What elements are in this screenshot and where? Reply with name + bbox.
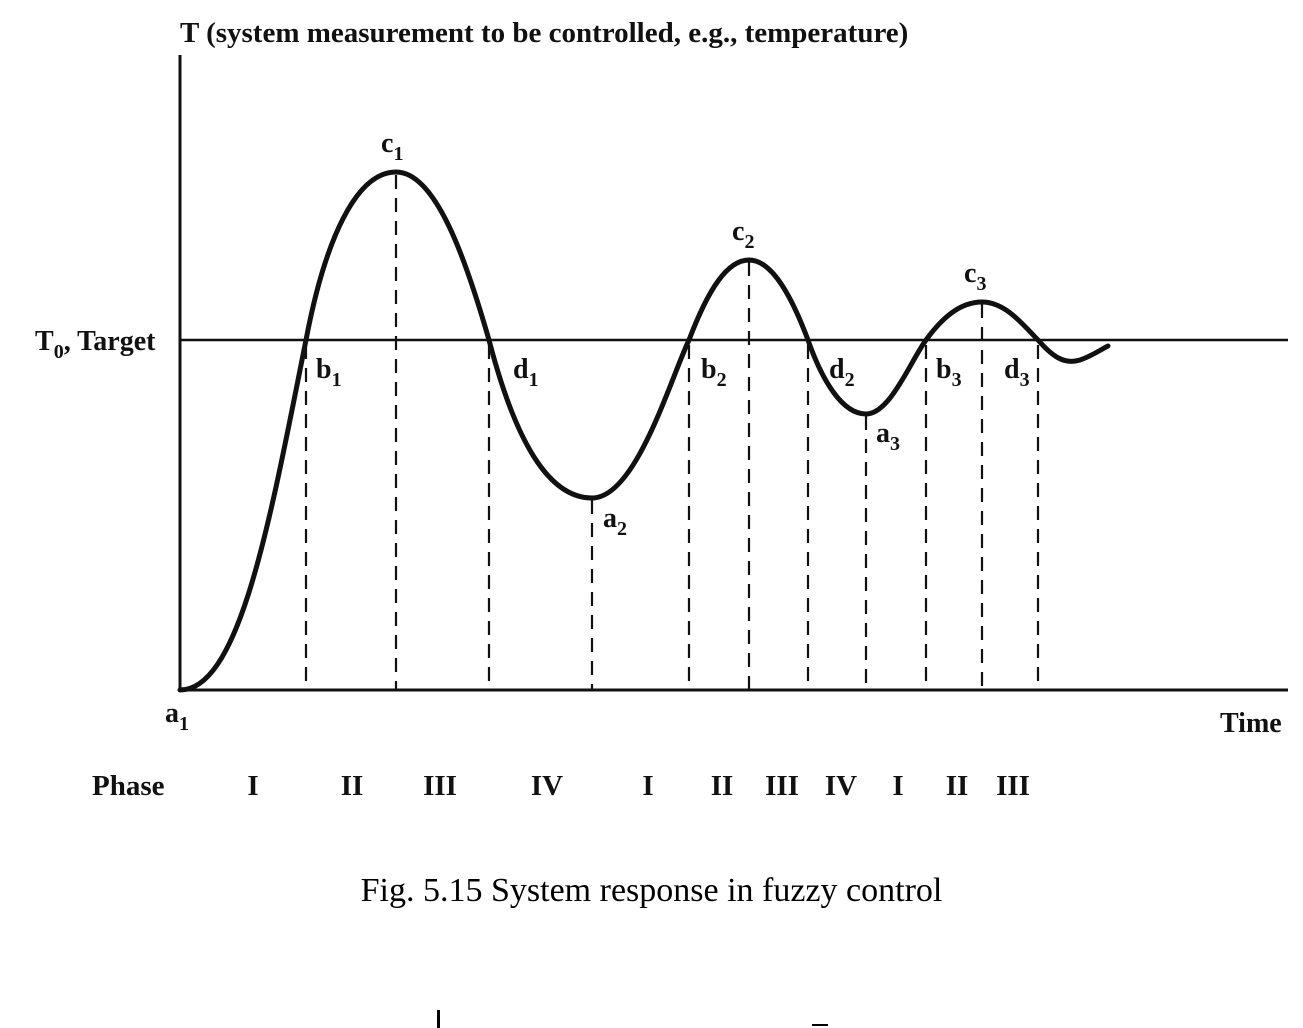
phase-3: III: [423, 770, 457, 802]
system-response-diagram: T (system measurement to be controlled, …: [35, 17, 1288, 802]
point-label-b1: b1: [316, 354, 342, 391]
point-label-a2: a2: [603, 503, 627, 540]
phase-11: III: [996, 770, 1030, 802]
point-label-a3: a3: [876, 418, 900, 455]
phase-row: I II III IV I II III IV I II III: [247, 770, 1030, 802]
stray-mark-left: [437, 1010, 440, 1028]
phase-6: II: [711, 770, 734, 802]
phase-9: I: [892, 770, 903, 802]
phase-7: III: [765, 770, 799, 802]
point-label-d1: d1: [513, 354, 539, 391]
phase-label: Phase: [92, 770, 165, 802]
drop-lines: [304, 175, 1040, 690]
phase-2: II: [341, 770, 364, 802]
phase-4: IV: [531, 770, 563, 802]
phase-8: IV: [825, 770, 857, 802]
target-label: T0, Target: [35, 326, 156, 363]
point-label-b3: b3: [936, 354, 962, 391]
figure-caption: Fig. 5.15 System response in fuzzy contr…: [360, 872, 943, 909]
stray-mark-right: [812, 1024, 828, 1026]
y-axis-title: T (system measurement to be controlled, …: [180, 17, 908, 49]
point-label-a1: a1: [165, 698, 189, 735]
point-label-c1: c1: [381, 128, 403, 165]
phase-5: I: [642, 770, 653, 802]
point-label-c2: c2: [732, 216, 754, 253]
point-label-d3: d3: [1004, 354, 1030, 391]
phase-10: II: [946, 770, 969, 802]
point-label-d2: d2: [829, 354, 855, 391]
point-label-c3: c3: [964, 258, 986, 295]
point-label-b2: b2: [701, 354, 727, 391]
phase-1: I: [247, 770, 258, 802]
x-axis-title: Time: [1220, 708, 1282, 739]
response-curve: [177, 169, 1111, 693]
